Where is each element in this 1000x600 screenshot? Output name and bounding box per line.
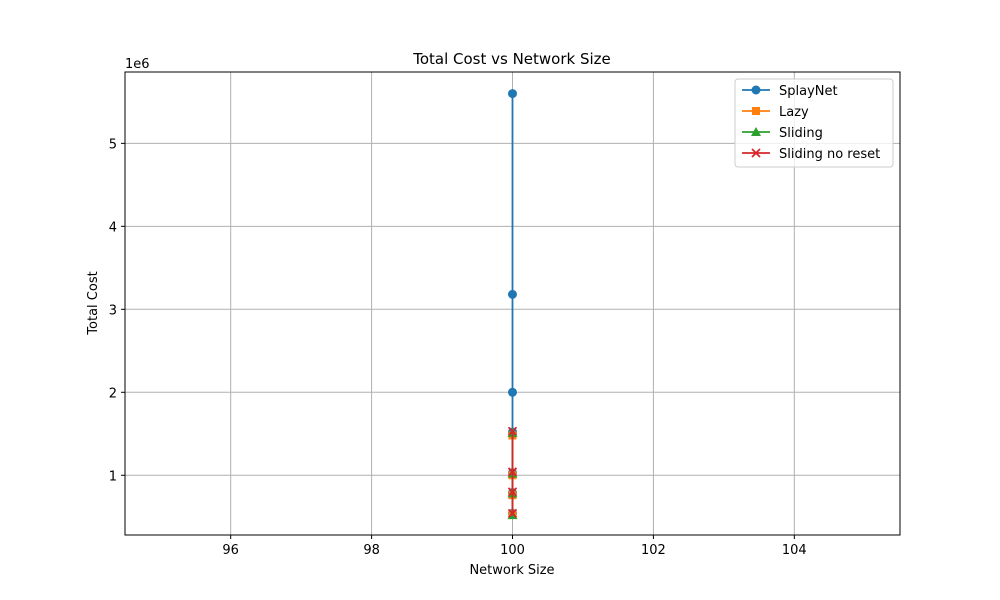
data-point-sliding-no-reset xyxy=(507,487,518,497)
legend-marker xyxy=(751,85,761,95)
series-layer xyxy=(507,89,518,520)
data-point-sliding-no-reset xyxy=(507,426,518,436)
legend-label: Sliding xyxy=(779,126,823,141)
data-point-splaynet xyxy=(508,89,517,99)
legend-label: Sliding no reset xyxy=(779,147,880,162)
y-tick-label: 3 xyxy=(109,303,117,318)
legend-entry-sliding: Sliding xyxy=(742,126,823,141)
y-tick-label: 1 xyxy=(109,469,117,484)
legend-entry-sliding-no-reset: Sliding no reset xyxy=(742,147,880,162)
legend: SplayNet Lazy Sliding Sliding no reset xyxy=(734,78,894,168)
x-tick-label: 104 xyxy=(782,543,807,558)
y-tick-label: 5 xyxy=(109,137,117,152)
x-marker-stroke xyxy=(507,467,518,477)
legend-label: SplayNet xyxy=(779,84,838,99)
legend-marker xyxy=(751,148,761,158)
y-offset-label: 1e6 xyxy=(125,57,150,72)
series-sliding-no-reset xyxy=(507,426,518,519)
ticks: 96 98 100 102 104 1 2 3 4 5 xyxy=(109,137,807,558)
y-tick-label: 2 xyxy=(109,386,117,401)
data-point-sliding-no-reset xyxy=(507,508,518,519)
x-marker-stroke xyxy=(507,426,518,436)
legend-marker xyxy=(752,107,760,115)
x-tick-label: 96 xyxy=(222,543,239,558)
legend-box xyxy=(734,78,894,168)
legend-entry-splaynet: SplayNet xyxy=(742,84,838,99)
y-tick-label: 4 xyxy=(109,220,117,235)
data-point-sliding-no-reset xyxy=(507,467,518,477)
data-point-splaynet xyxy=(508,387,517,397)
x-axis-label: Network Size xyxy=(469,563,554,578)
x-marker-stroke xyxy=(751,148,761,158)
y-axis-label: Total Cost xyxy=(86,271,101,335)
x-tick-label: 100 xyxy=(500,543,525,558)
legend-entry-lazy: Lazy xyxy=(742,105,809,120)
x-marker-stroke xyxy=(507,508,518,519)
x-tick-label: 102 xyxy=(641,543,666,558)
x-marker-stroke xyxy=(507,487,518,497)
legend-label: Lazy xyxy=(779,105,809,120)
chart-title: Total Cost vs Network Size xyxy=(412,50,611,68)
data-point-splaynet xyxy=(508,289,517,299)
legend-marker xyxy=(751,127,761,136)
x-tick-label: 98 xyxy=(363,543,380,558)
